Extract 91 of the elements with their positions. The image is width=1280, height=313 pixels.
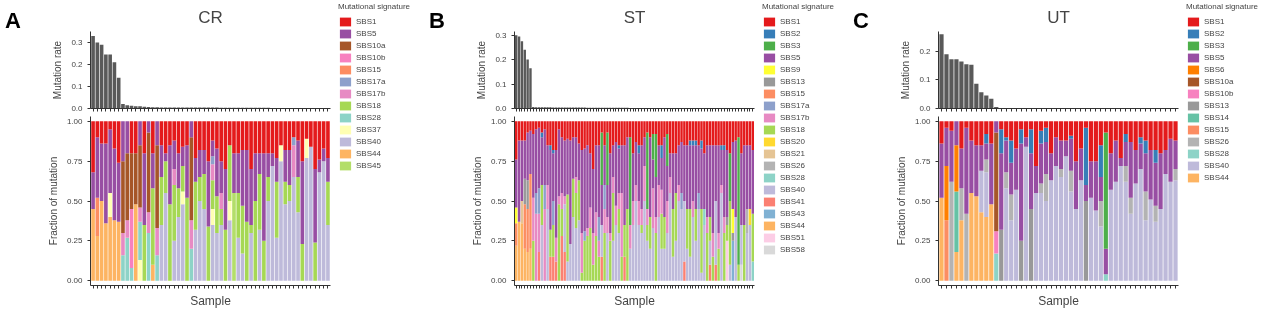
legend-label: SBS17a (780, 100, 810, 111)
y-tick-label: 0.3 (71, 38, 84, 47)
y-axis-title: Mutation rate (476, 40, 488, 100)
legend-label: SBS2 (780, 28, 801, 39)
y-tick-label: 0.75 (66, 156, 84, 166)
legend-label: SBS17a (356, 76, 386, 87)
legend-label: SBS5 (1204, 52, 1225, 63)
legend-label: SBS10b (356, 52, 386, 63)
y-tick-label: 0.50 (490, 196, 508, 206)
y-tick-label: 0.25 (914, 236, 932, 246)
legend-label: SBS1 (1204, 16, 1225, 27)
y-tick-label: 0.2 (919, 46, 932, 56)
legend-label: SBS28 (780, 172, 805, 183)
legend-label: SBS3 (1204, 40, 1225, 51)
legend-title: Mutational signature (1186, 2, 1259, 11)
legend-label: SBS37 (356, 124, 381, 135)
y-tick-label: 0.25 (490, 236, 508, 246)
y-tick-label: 0.00 (490, 276, 508, 286)
legend-label: SBS45 (356, 160, 381, 171)
legend-label: SBS58 (780, 244, 805, 255)
y-tick-label: 1.00 (914, 116, 932, 126)
legend-label: SBS10b (1204, 88, 1234, 99)
y-axis-title: Fraction of mutation (471, 156, 483, 246)
x-axis-title: Sample (190, 293, 232, 308)
y-tick-label: 0.2 (71, 60, 84, 69)
legend-label: SBS15 (1204, 124, 1229, 135)
legend-label: SBS43 (780, 208, 805, 219)
legend-label: SBS20 (780, 136, 805, 147)
legend-label: SBS15 (780, 88, 805, 99)
legend-label: SBS21 (780, 148, 805, 159)
y-tick-label: 0.50 (914, 196, 932, 206)
legend-label: SBS5 (356, 28, 377, 39)
y-tick-label: 0.00 (66, 276, 84, 286)
text: A (5, 7, 21, 35)
legend-title: Mutational signature (762, 2, 835, 11)
legend-label: SBS18 (780, 124, 805, 135)
legend-label: SBS28 (356, 112, 381, 123)
legend-label: SBS40 (1204, 160, 1229, 171)
text: C (853, 7, 869, 35)
legend-label: SBS3 (780, 40, 801, 51)
x-axis-title: Sample (1038, 293, 1080, 308)
legend-label: SBS18 (356, 100, 381, 111)
legend-label: SBS44 (780, 220, 805, 231)
y-tick-label: 0.00 (914, 276, 932, 286)
y-tick-label: 0.0 (919, 104, 932, 113)
legend-label: SBS6 (1204, 64, 1225, 75)
text: B (429, 7, 445, 35)
legend-label: SBS40 (356, 136, 381, 147)
chart-title: CR (198, 7, 223, 27)
y-axis-title: Mutation rate (52, 40, 64, 100)
legend-label: SBS10a (1204, 76, 1234, 87)
legend-label: SBS44 (1204, 172, 1229, 183)
y-tick-label: 0.2 (495, 55, 508, 65)
y-tick-label: 0.3 (495, 30, 508, 40)
y-tick-label: 0.50 (66, 196, 84, 206)
legend-label: SBS15 (356, 64, 381, 75)
legend-label: SBS40 (780, 184, 805, 195)
legend-label: SBS17b (356, 88, 386, 99)
legend-label: SBS13 (1204, 100, 1229, 111)
legend-label: SBS1 (780, 16, 801, 27)
y-tick-label: 0.1 (495, 79, 508, 89)
legend-label: SBS51 (780, 232, 805, 243)
legend-label: SBS1 (356, 16, 377, 27)
y-tick-label: 0.75 (490, 156, 508, 166)
y-tick-label: 1.00 (66, 116, 84, 126)
legend-label: SBS14 (1204, 112, 1229, 123)
legend-label: SBS26 (1204, 136, 1229, 147)
legend-label: SBS2 (1204, 28, 1225, 39)
y-axis-title: Mutation rate (900, 40, 912, 100)
y-tick-label: 0.1 (71, 82, 84, 91)
chart-title: ST (623, 7, 646, 27)
legend-title: Mutational signature (338, 2, 411, 11)
legend-label: SBS44 (356, 148, 381, 159)
y-tick-label: 1.00 (490, 116, 508, 126)
y-tick-label: 0.0 (71, 104, 84, 113)
legend-label: SBS26 (780, 160, 805, 171)
y-axis-title: Fraction of mutation (895, 156, 907, 246)
legend-label: SBS10a (356, 40, 386, 51)
legend-label: SBS17b (780, 112, 810, 123)
chart-title: UT (1047, 7, 1070, 27)
y-axis-title: Fraction of mutation (47, 156, 59, 246)
y-tick-label: 0.75 (914, 156, 932, 166)
y-tick-label: 0.25 (66, 236, 84, 246)
y-tick-label: 0.1 (919, 75, 932, 85)
legend-label: SBS9 (780, 64, 801, 75)
y-tick-label: 0.0 (495, 104, 508, 113)
legend-label: SBS5 (780, 52, 801, 63)
legend-label: SBS28 (1204, 148, 1229, 159)
legend-label: SBS41 (780, 196, 805, 207)
legend-label: SBS13 (780, 76, 805, 87)
x-axis-title: Sample (614, 293, 656, 308)
